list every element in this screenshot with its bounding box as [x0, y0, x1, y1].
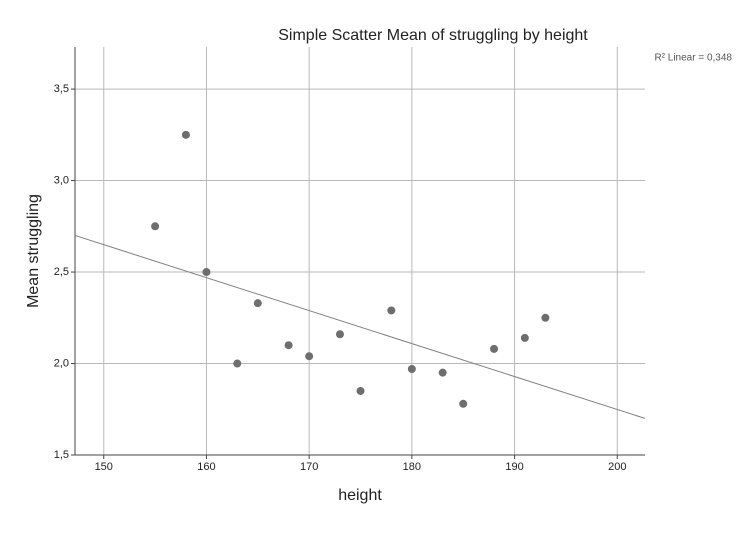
y-tick-label: 2,5: [54, 266, 69, 278]
point: [151, 222, 160, 231]
y-tick-label: 1,5: [54, 449, 69, 461]
point: [356, 386, 365, 395]
x-tick-label: 160: [197, 461, 215, 473]
y-tick-label: 2,0: [54, 357, 69, 369]
point: [202, 268, 211, 277]
point: [541, 313, 550, 322]
fit-line: [74, 234, 646, 419]
point: [459, 399, 468, 408]
point: [305, 352, 314, 361]
y-tick-label: 3,5: [54, 83, 69, 95]
r-squared-annotation: R² Linear = 0,348: [654, 53, 732, 64]
point: [181, 130, 190, 139]
y-tick-label: 3,0: [54, 174, 69, 186]
point: [407, 365, 416, 374]
y-axis-title: Mean struggling: [25, 194, 42, 308]
point: [335, 330, 344, 339]
point: [387, 306, 396, 315]
x-tick-label: 200: [608, 461, 626, 473]
x-tick-label: 180: [403, 461, 421, 473]
x-tick-label: 190: [505, 461, 523, 473]
point: [253, 299, 262, 308]
x-tick-label: 150: [95, 461, 113, 473]
point: [490, 344, 499, 353]
chart-title: Simple Scatter Mean of struggling by hei…: [278, 27, 588, 44]
point: [520, 333, 529, 342]
point: [233, 359, 242, 368]
point: [438, 368, 447, 377]
x-axis-title: height: [338, 487, 382, 504]
x-tick-label: 170: [300, 461, 318, 473]
point: [284, 341, 293, 350]
